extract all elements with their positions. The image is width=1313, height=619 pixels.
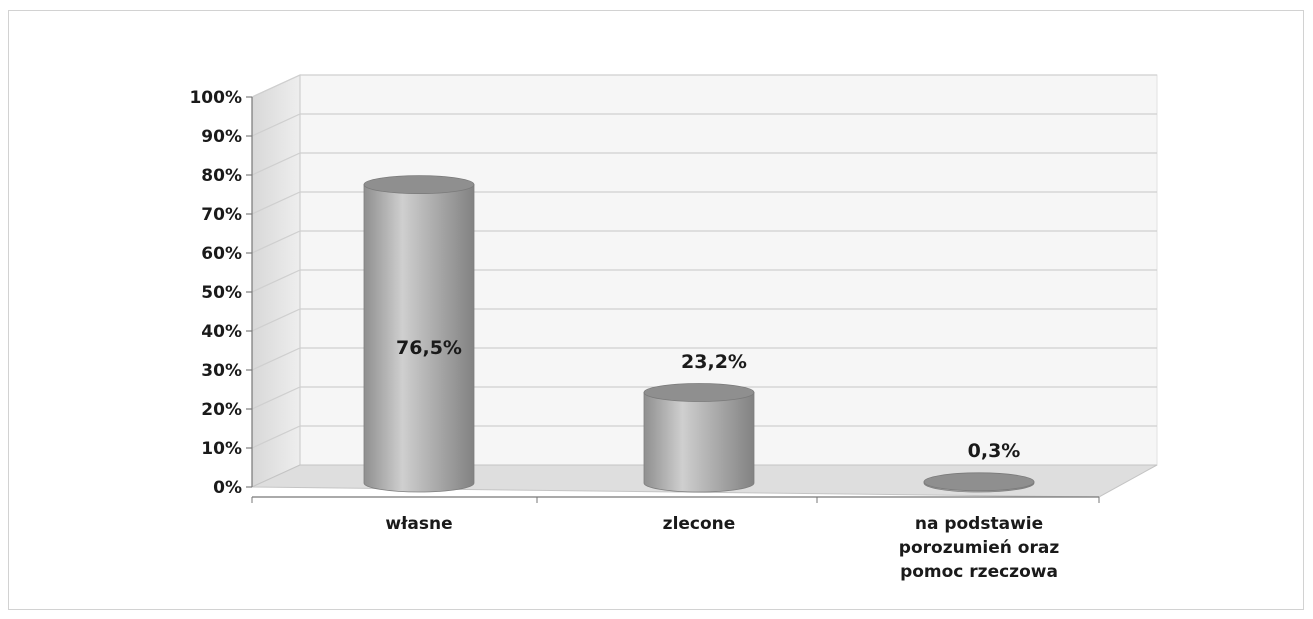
y-tick-label: 30% <box>201 361 242 381</box>
x-category-label: pomoc rzeczowa <box>900 562 1058 582</box>
x-category-label: własne <box>385 514 452 534</box>
data-label: 0,3% <box>968 440 1021 462</box>
y-tick-label: 40% <box>201 322 242 342</box>
bar <box>923 472 1035 493</box>
x-category-label: zlecone <box>663 514 736 534</box>
gridline <box>251 230 1157 254</box>
y-tick-label: 60% <box>201 244 242 264</box>
bar-top <box>923 472 1035 492</box>
y-tick-label: 50% <box>201 283 242 303</box>
gridline <box>251 191 1157 215</box>
x-axis-labels: własne zlecone na podstawie porozumień oraz… <box>385 514 1059 582</box>
bar-body <box>643 392 755 493</box>
bar <box>363 175 475 493</box>
gridline <box>251 425 1157 449</box>
y-tick-label: 100% <box>189 88 242 108</box>
gridline <box>251 74 1157 98</box>
x-category-label: na podstawie <box>915 514 1043 534</box>
data-label: 76,5% <box>396 337 462 359</box>
gridline <box>251 113 1157 137</box>
gridline <box>251 386 1157 410</box>
bar-top <box>643 383 755 402</box>
gridline <box>251 269 1157 293</box>
gridlines <box>251 74 1157 449</box>
data-label: 23,2% <box>681 351 747 373</box>
y-tick-label: 70% <box>201 205 242 225</box>
y-tick-label: 10% <box>201 439 242 459</box>
bar-top <box>363 175 475 195</box>
bar-chart: 0% 10% 20% 30% 40% 50% 60% 70% 80% 90% 100% 76,5% 2… <box>189 74 1158 582</box>
data-labels: 76,5% 23,2% 0,3% <box>396 337 1020 462</box>
gridline <box>251 347 1157 371</box>
gridline <box>251 308 1157 332</box>
y-axis: 0% 10% 20% 30% 40% 50% 60% 70% 80% 90% 100% <box>189 88 1100 503</box>
y-tick-label: 80% <box>201 166 242 186</box>
y-tick-label: 90% <box>201 127 242 147</box>
bars <box>363 175 1035 493</box>
bar-body <box>363 184 475 493</box>
gridline <box>251 152 1157 176</box>
x-category-label: porozumień oraz <box>899 538 1060 558</box>
y-tick-label: 20% <box>201 400 242 420</box>
chart-frame: 0% 10% 20% 30% 40% 50% 60% 70% 80% 90% 100% 76,5% 2… <box>8 10 1304 610</box>
y-tick-label: 0% <box>213 478 242 498</box>
bar <box>643 383 755 493</box>
